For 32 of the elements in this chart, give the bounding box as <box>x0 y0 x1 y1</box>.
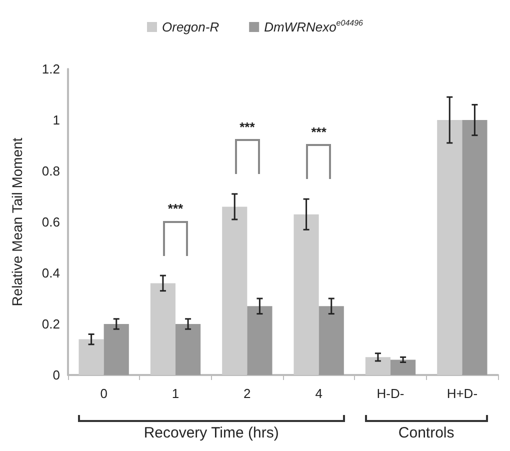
bar <box>462 120 488 375</box>
text: Controls <box>398 424 454 442</box>
x-tick-label: 0 <box>100 386 108 401</box>
y-tick-label: 0.2 <box>42 316 60 332</box>
bar <box>247 306 272 375</box>
x-tick-label: 2 <box>244 386 251 401</box>
bar <box>104 324 129 375</box>
annotation: *** <box>168 201 184 216</box>
bar <box>222 206 248 375</box>
y-tick-label: 1.2 <box>42 62 60 76</box>
y-tick-label: 0 <box>52 368 60 382</box>
x-tick-label: 1 <box>172 386 180 401</box>
bar <box>318 306 344 375</box>
x-tick-label: H-D- <box>376 386 404 401</box>
bar <box>78 339 104 375</box>
y-tick-label: 1 <box>52 112 60 128</box>
bar <box>294 214 319 375</box>
y-tick-label: 0.6 <box>42 214 60 230</box>
x-tick-label: 4 <box>315 386 322 401</box>
bar <box>150 283 176 375</box>
x-tick-label: H+D- <box>446 386 478 401</box>
y-axis-title: Relative Mean Tail Moment <box>9 138 25 306</box>
bar <box>437 120 462 375</box>
y-tick-label: 0.4 <box>42 266 60 280</box>
annotation: *** <box>311 124 328 140</box>
text: Recovery Time (hrs) <box>144 424 279 442</box>
y-tick-label: 0.8 <box>42 164 60 178</box>
bar <box>390 360 416 375</box>
annotation: *** <box>240 119 256 134</box>
bar <box>176 324 201 375</box>
legend-label: Oregon-R <box>162 20 220 34</box>
bar <box>365 357 390 375</box>
